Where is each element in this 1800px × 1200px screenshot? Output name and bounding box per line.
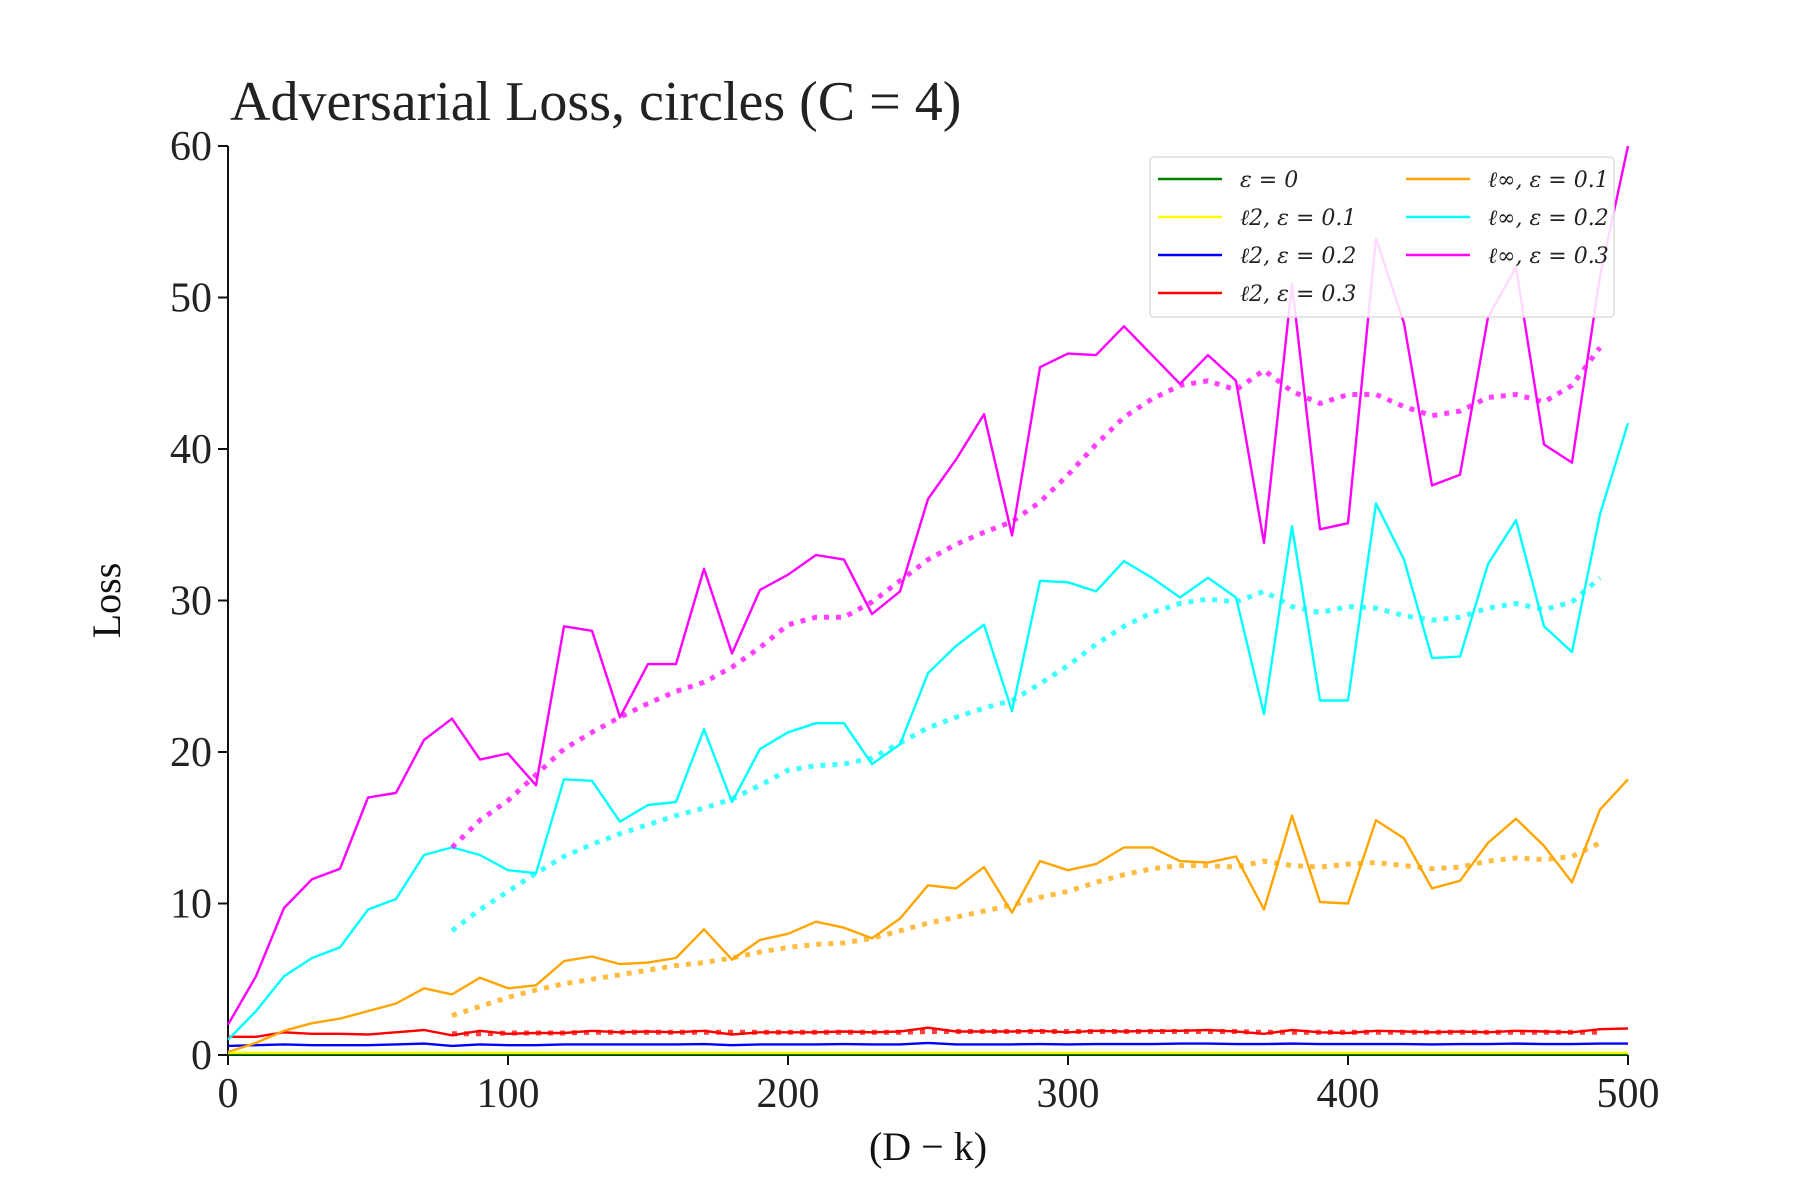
legend-entry: ℓ2, ε = 0.1 [1240,206,1356,231]
x-tick-label: 300 [1037,1071,1100,1117]
y-tick-label: 20 [170,730,212,776]
x-tick-label: 200 [757,1071,820,1117]
x-tick-label: 500 [1597,1071,1660,1117]
y-tick-label: 0 [191,1033,212,1079]
trend-line-linf-eps-0-2 [450,575,1602,933]
chart-title: Adversarial Loss, circles (C = 4) [230,71,961,133]
y-tick-label: 50 [170,276,212,322]
series-line-linf-eps-0-2 [227,422,1630,1041]
x-axis-label: (D − k) [869,1124,987,1169]
trend-lines [450,346,1603,1037]
legend-entry: ℓ∞, ε = 0.3 [1488,244,1609,269]
y-axis-label: Loss [84,563,129,639]
series-line-linf-eps-0-1 [227,778,1629,1054]
legend-box [1149,156,1615,318]
trend-line-linf-eps-0-3 [450,346,1603,850]
y-tick-label: 40 [170,427,212,473]
legend-entry: ℓ∞, ε = 0.1 [1488,168,1609,193]
axes: 0 10 20 30 40 50 60 0 100 200 300 400 500 [170,124,1660,1117]
legend: ε = 0 ℓ2, ε = 0.1 ℓ2, ε = 0.2 ℓ2, ε = 0.3 ℓ∞… [1149,156,1615,318]
legend-entry: ε = 0 [1240,168,1298,193]
legend-entry: ℓ2, ε = 0.2 [1240,244,1356,269]
series-line-l2-eps-0-3 [228,1026,1629,1039]
x-tick-label: 0 [218,1071,239,1117]
legend-entry: ℓ2, ε = 0.3 [1240,282,1356,307]
legend-entry: ℓ∞, ε = 0.2 [1488,206,1609,231]
y-tick-label: 30 [170,579,212,625]
y-tick-label: 60 [170,124,212,170]
x-tick-label: 400 [1317,1071,1380,1117]
trend-line-linf-eps-0-1 [451,840,1602,1018]
series-line-l2-eps-0-2 [227,1041,1628,1048]
x-tick-label: 100 [477,1071,540,1117]
y-tick-label: 10 [170,882,212,928]
